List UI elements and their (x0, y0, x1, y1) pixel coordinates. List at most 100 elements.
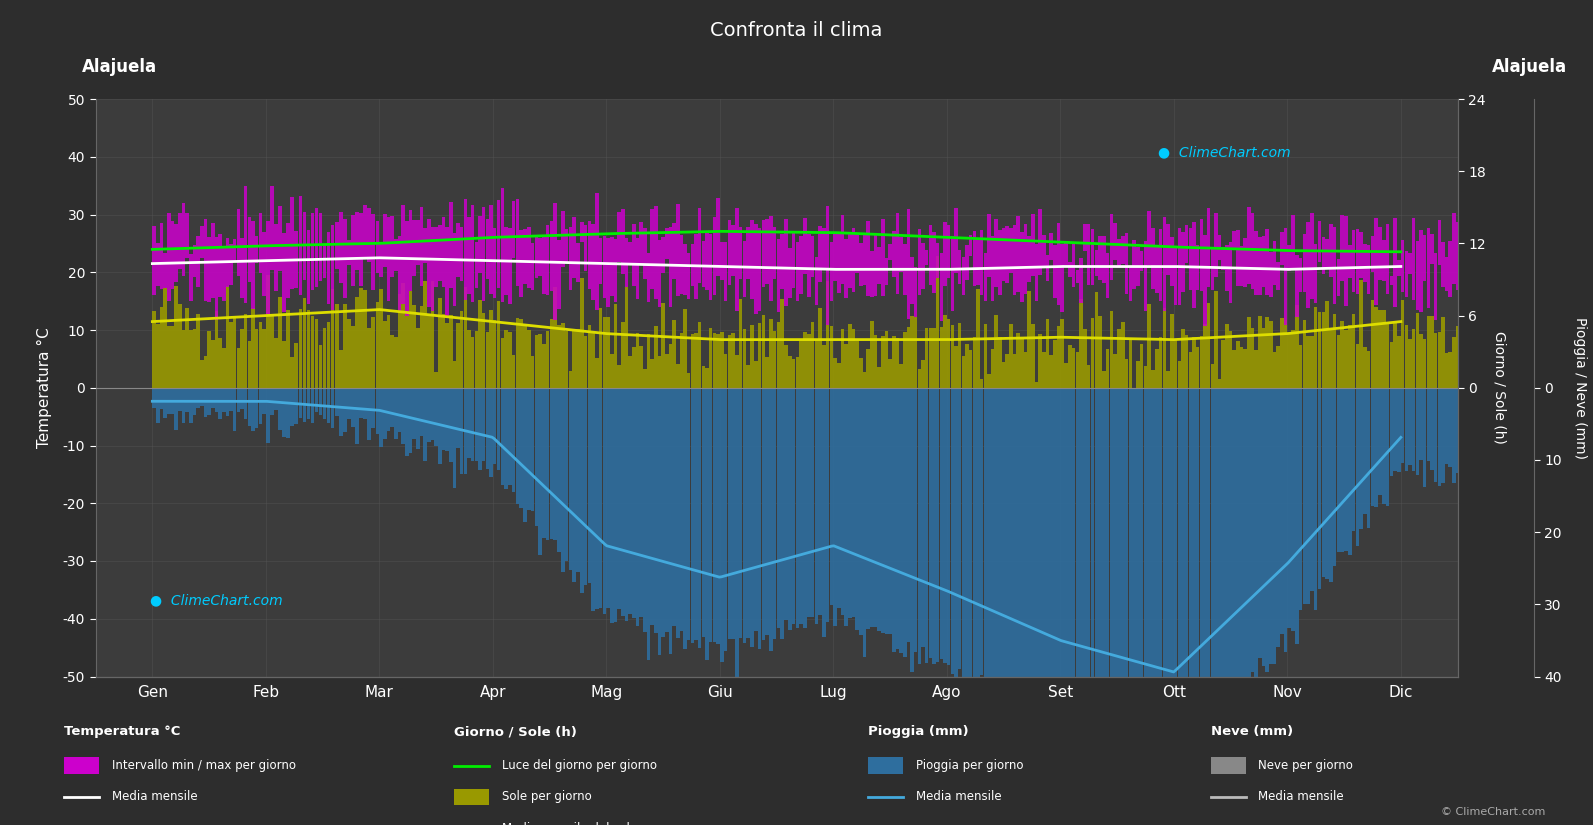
Bar (900, 237, 903, 272)
Bar (1359, 232, 1364, 278)
Bar (1303, 234, 1306, 293)
Bar (1314, 307, 1317, 388)
Bar (910, 257, 914, 304)
Bar (1416, 313, 1419, 388)
Bar (401, 283, 405, 388)
Bar (204, 356, 207, 388)
Bar (196, 236, 199, 287)
Bar (1333, 388, 1337, 566)
Bar (1504, 324, 1507, 388)
Bar (233, 316, 236, 388)
Bar (1314, 243, 1317, 304)
Bar (588, 325, 591, 388)
Bar (803, 219, 806, 275)
Bar (363, 290, 366, 388)
Bar (929, 225, 932, 285)
Bar (271, 186, 274, 270)
Bar (460, 388, 464, 474)
Bar (599, 388, 602, 608)
Bar (1072, 348, 1075, 388)
Bar (1370, 388, 1375, 506)
Bar (1067, 345, 1072, 388)
Bar (371, 214, 374, 290)
Bar (1008, 229, 1013, 273)
Bar (1416, 242, 1419, 310)
Bar (405, 221, 408, 316)
Bar (1144, 366, 1147, 388)
Bar (201, 361, 204, 388)
Bar (371, 317, 374, 388)
Bar (698, 322, 701, 388)
Bar (516, 318, 519, 388)
Bar (1214, 291, 1217, 388)
Bar (583, 388, 588, 585)
Bar (196, 314, 199, 388)
Bar (789, 356, 792, 388)
Bar (1098, 237, 1102, 280)
Bar (1375, 307, 1378, 388)
Bar (323, 244, 327, 278)
Bar (1284, 320, 1287, 388)
Bar (836, 363, 841, 388)
Bar (1356, 229, 1359, 294)
Bar (247, 388, 252, 427)
Bar (237, 388, 241, 412)
Bar (1496, 236, 1499, 292)
Bar (691, 334, 695, 388)
Bar (1333, 227, 1337, 304)
Bar (946, 225, 951, 278)
Bar (884, 258, 889, 285)
Bar (889, 359, 892, 388)
Bar (892, 231, 895, 277)
Bar (1064, 363, 1067, 388)
Bar (672, 388, 675, 626)
Bar (1174, 339, 1177, 388)
Bar (1239, 346, 1244, 388)
Bar (218, 234, 221, 297)
Bar (1050, 233, 1053, 260)
Bar (1177, 388, 1180, 676)
Bar (229, 323, 233, 388)
Bar (1383, 309, 1386, 388)
Bar (1102, 388, 1106, 676)
Bar (1459, 388, 1462, 467)
Bar (153, 311, 156, 388)
Bar (991, 388, 994, 676)
Bar (492, 319, 497, 388)
Bar (1045, 256, 1050, 281)
Bar (773, 227, 776, 279)
Bar (1236, 341, 1239, 388)
Bar (900, 365, 903, 388)
Bar (449, 388, 452, 462)
Bar (1496, 310, 1499, 388)
Bar (1083, 329, 1086, 388)
Bar (1152, 228, 1155, 289)
Bar (728, 335, 731, 388)
Bar (1196, 346, 1200, 388)
Bar (867, 221, 870, 295)
Bar (1005, 227, 1008, 283)
Bar (1035, 244, 1039, 300)
Bar (1251, 388, 1254, 672)
Bar (1292, 388, 1295, 630)
Bar (164, 288, 167, 388)
Bar (1035, 382, 1039, 388)
Bar (1251, 328, 1254, 388)
Bar (1163, 217, 1166, 310)
Bar (1434, 253, 1437, 319)
Bar (1121, 236, 1125, 264)
Bar (1367, 245, 1370, 294)
Bar (1287, 244, 1290, 271)
Bar (1408, 339, 1411, 388)
Bar (255, 329, 258, 388)
Bar (914, 388, 918, 653)
Bar (1364, 347, 1367, 388)
Bar (870, 321, 873, 388)
Bar (1370, 236, 1375, 272)
Bar (731, 333, 734, 388)
Bar (814, 257, 819, 305)
Bar (833, 234, 836, 281)
Bar (460, 227, 464, 281)
Bar (1276, 388, 1279, 648)
Bar (910, 388, 914, 672)
